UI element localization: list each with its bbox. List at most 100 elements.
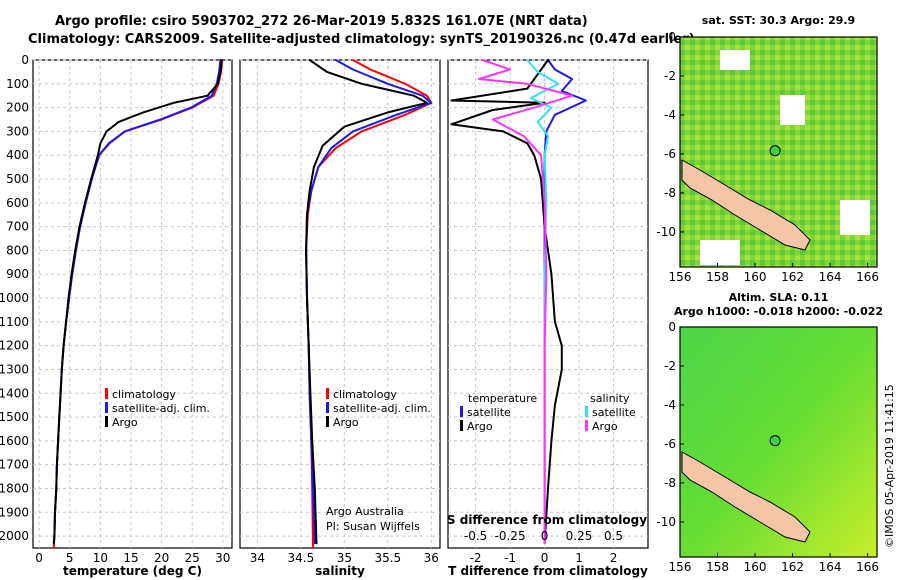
x-tick-label: 162 bbox=[781, 560, 804, 574]
x-tick-label: 164 bbox=[819, 560, 842, 574]
y-tick-label: 1000 bbox=[0, 291, 29, 305]
legend-swatch bbox=[326, 388, 329, 399]
series-line-black bbox=[52, 59, 223, 545]
y-tick-label: -6 bbox=[664, 147, 676, 161]
y-tick-label: 100 bbox=[6, 77, 29, 91]
x-tick-label: 162 bbox=[781, 270, 804, 284]
sst-map-gap bbox=[720, 50, 750, 70]
y-tick-label: -8 bbox=[664, 186, 676, 200]
y-tick-label: 400 bbox=[6, 148, 29, 162]
y-tick-label: -4 bbox=[664, 108, 676, 122]
credit-line2: PI: Susan Wijffels bbox=[326, 520, 420, 533]
series-line-blue bbox=[52, 59, 222, 545]
x2-tick-label: 0.5 bbox=[604, 529, 623, 543]
x-tick-label: 10 bbox=[93, 551, 108, 565]
series-line-blue bbox=[305, 59, 433, 545]
legend-label: satellite bbox=[467, 406, 511, 419]
y-tick-label: 1800 bbox=[0, 481, 29, 495]
legend-swatch bbox=[326, 416, 329, 427]
y-tick-label: 800 bbox=[6, 243, 29, 257]
x-tick-label: 15 bbox=[123, 551, 138, 565]
series-line-black bbox=[305, 59, 428, 545]
y-tick-label: 2000 bbox=[0, 529, 29, 543]
y-tick-label: 0 bbox=[668, 320, 676, 334]
series-line-black bbox=[450, 59, 563, 545]
map-title: Altim. SLA: 0.11 bbox=[729, 291, 829, 304]
y-tick-label: 1500 bbox=[0, 410, 29, 424]
x2-tick-label: -0.25 bbox=[495, 529, 526, 543]
imos-stamp: ©IMOS 05-Apr-2019 11:41:15 bbox=[883, 384, 896, 548]
series-line-blue bbox=[543, 59, 587, 545]
y-tick-label: -10 bbox=[656, 225, 676, 239]
plot-frame bbox=[32, 59, 233, 549]
series-line-magenta bbox=[478, 59, 574, 545]
x-tick-label: 166 bbox=[856, 270, 879, 284]
legend-label: Argo bbox=[112, 416, 138, 429]
x-tick-label: 1 bbox=[575, 551, 583, 565]
x-tick-label: 35.5 bbox=[374, 551, 401, 565]
y-tick-label: 0 bbox=[668, 30, 676, 44]
legend-label: Argo bbox=[592, 420, 618, 433]
x-tick-label: 158 bbox=[706, 560, 729, 574]
y-tick-label: 700 bbox=[6, 220, 29, 234]
difference-panel: -2 -1 0 1 2T difference from climatology temp… bbox=[447, 59, 649, 578]
y-tick-label: -4 bbox=[664, 398, 676, 412]
series-line-red bbox=[52, 59, 224, 549]
y-tick-label: 1300 bbox=[0, 362, 29, 376]
y-tick-label: -2 bbox=[664, 359, 676, 373]
x-tick-label: 5 bbox=[66, 551, 74, 565]
y-tick-label: 500 bbox=[6, 172, 29, 186]
x-tick-label: 0 bbox=[541, 551, 549, 565]
legend-label: satellite-adj. clim. bbox=[333, 402, 431, 415]
legend-label: satellite-adj. clim. bbox=[112, 402, 210, 415]
sst-map-land bbox=[681, 159, 811, 251]
argo-position-marker bbox=[769, 435, 781, 447]
y-tick-label: 1400 bbox=[0, 386, 29, 400]
x-tick-label: 35 bbox=[337, 551, 352, 565]
y-tick-label: 600 bbox=[6, 196, 29, 210]
figure-title-line2: Climatology: CARS2009. Satellite-adjuste… bbox=[28, 32, 695, 47]
y-tick-label: 1700 bbox=[0, 458, 29, 472]
x-tick-label: 0 bbox=[35, 551, 43, 565]
x-tick-label: 164 bbox=[819, 270, 842, 284]
map-frame bbox=[679, 326, 878, 558]
map-frame bbox=[679, 36, 878, 268]
x-tick-label: 36 bbox=[424, 551, 439, 565]
temperature-panel: 0 5 10 15 20 25 300100200300400500600700800900… bbox=[0, 53, 233, 578]
y-tick-label: 1100 bbox=[0, 315, 29, 329]
y-tick-label: 1900 bbox=[0, 505, 29, 519]
sst-map-gap bbox=[780, 95, 805, 125]
x-axis-label: temperature (deg C) bbox=[63, 564, 202, 578]
x-tick-label: 2 bbox=[610, 551, 618, 565]
y-tick-label: -10 bbox=[656, 515, 676, 529]
legend-swatch bbox=[585, 406, 588, 417]
x2-tick-label: 0.25 bbox=[566, 529, 593, 543]
y-tick-label: 200 bbox=[6, 101, 29, 115]
legend-label: climatology bbox=[333, 388, 397, 401]
y-tick-label: 1200 bbox=[0, 339, 29, 353]
sst-map-panel: 156 158 160 162 164 166 0 -2 -4 -6 -8 -10 sat. SST: … bbox=[656, 14, 879, 284]
x-tick-label: 30 bbox=[215, 551, 230, 565]
x-tick-label: 166 bbox=[856, 560, 879, 574]
y-tick-label: -6 bbox=[664, 437, 676, 451]
x-tick-label: -2 bbox=[470, 551, 482, 565]
x-tick-label: 160 bbox=[744, 560, 767, 574]
x2-tick-label: 0 bbox=[541, 529, 549, 543]
y-tick-label: -8 bbox=[664, 476, 676, 490]
y-tick-label: 300 bbox=[6, 124, 29, 138]
y-tick-label: -2 bbox=[664, 69, 676, 83]
x-tick-label: 160 bbox=[744, 270, 767, 284]
x-axis-label: salinity bbox=[315, 564, 365, 578]
plot-frame bbox=[239, 59, 441, 549]
legend-label: temperature bbox=[468, 392, 537, 405]
y-tick-label: 900 bbox=[6, 267, 29, 281]
x-tick-label: -1 bbox=[504, 551, 516, 565]
x2-axis-label: S difference from climatology bbox=[447, 513, 647, 527]
legend-swatch bbox=[326, 402, 329, 413]
legend-swatch bbox=[105, 402, 108, 413]
sst-map-gap bbox=[700, 240, 740, 265]
legend-label: salinity bbox=[590, 392, 630, 405]
salinity-panel: 34 34.5 35 35.5 36 salinity climatologysatelli… bbox=[239, 59, 441, 578]
y-tick-label: 0 bbox=[21, 53, 29, 67]
